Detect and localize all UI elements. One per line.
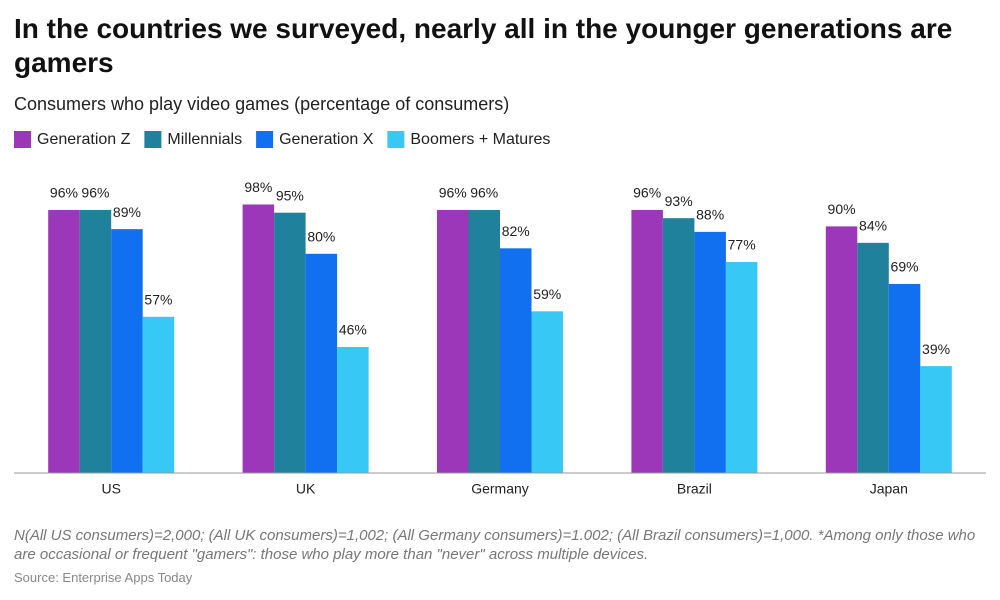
bar: [825, 226, 858, 473]
bar: [48, 209, 80, 473]
data-label: 88%: [696, 207, 724, 223]
bar: [242, 204, 275, 474]
data-label: 90%: [828, 201, 856, 217]
data-label: 59%: [533, 286, 561, 302]
bar: [662, 218, 695, 473]
bar: [305, 253, 338, 473]
bar: [631, 209, 663, 473]
bar: [694, 231, 726, 473]
data-label: 69%: [891, 259, 919, 275]
legend-swatch: [14, 131, 31, 148]
data-label: 96%: [439, 185, 467, 201]
data-label: 96%: [470, 185, 498, 201]
chart-subtitle: Consumers who play video games (percenta…: [14, 94, 510, 114]
legend-label: Generation Z: [37, 131, 131, 148]
legend-label: Boomers + Matures: [410, 131, 550, 148]
data-label: 89%: [113, 204, 141, 220]
chart: Generation Z Millennials Generation X Boome…: [14, 131, 986, 497]
x-tick-label: US: [101, 481, 120, 497]
data-label: 93%: [665, 193, 693, 209]
bar: [79, 209, 112, 473]
data-label: 96%: [633, 185, 661, 201]
legend-swatch: [387, 131, 405, 148]
data-label: 96%: [50, 185, 78, 201]
data-label: 39%: [922, 341, 950, 357]
bar: [274, 212, 306, 473]
x-tick-label: Brazil: [677, 481, 712, 497]
x-tick-label: UK: [296, 481, 316, 497]
bar: [142, 316, 175, 473]
legend-label: Millennials: [167, 131, 242, 148]
bar: [468, 209, 500, 473]
data-label: 96%: [81, 185, 109, 201]
data-label: 46%: [339, 322, 367, 338]
data-label: 57%: [144, 292, 172, 308]
bar: [531, 311, 563, 473]
x-tick-label: Japan: [870, 481, 908, 497]
data-label: 77%: [728, 237, 756, 253]
legend-swatch: [144, 131, 162, 148]
bar: [888, 283, 921, 473]
legend-label: Generation X: [279, 131, 374, 148]
source: Source: Enterprise Apps Today: [14, 570, 193, 585]
bar: [725, 262, 758, 473]
footnote: N(All US consumers)=2,000; (All UK consu…: [14, 527, 976, 563]
bar: [337, 346, 369, 473]
bar: [857, 242, 889, 473]
data-label: 84%: [859, 218, 887, 234]
x-tick-label: Germany: [471, 481, 529, 497]
data-label: 98%: [244, 179, 272, 195]
data-label: 95%: [276, 187, 304, 203]
chart-title: In the countries we surveyed, nearly all…: [14, 13, 953, 78]
bar: [111, 229, 143, 473]
bar: [500, 248, 532, 473]
data-label: 82%: [502, 223, 530, 239]
bar: [437, 209, 469, 473]
bar: [920, 366, 952, 473]
legend-swatch: [256, 131, 274, 148]
data-label: 80%: [307, 229, 335, 245]
